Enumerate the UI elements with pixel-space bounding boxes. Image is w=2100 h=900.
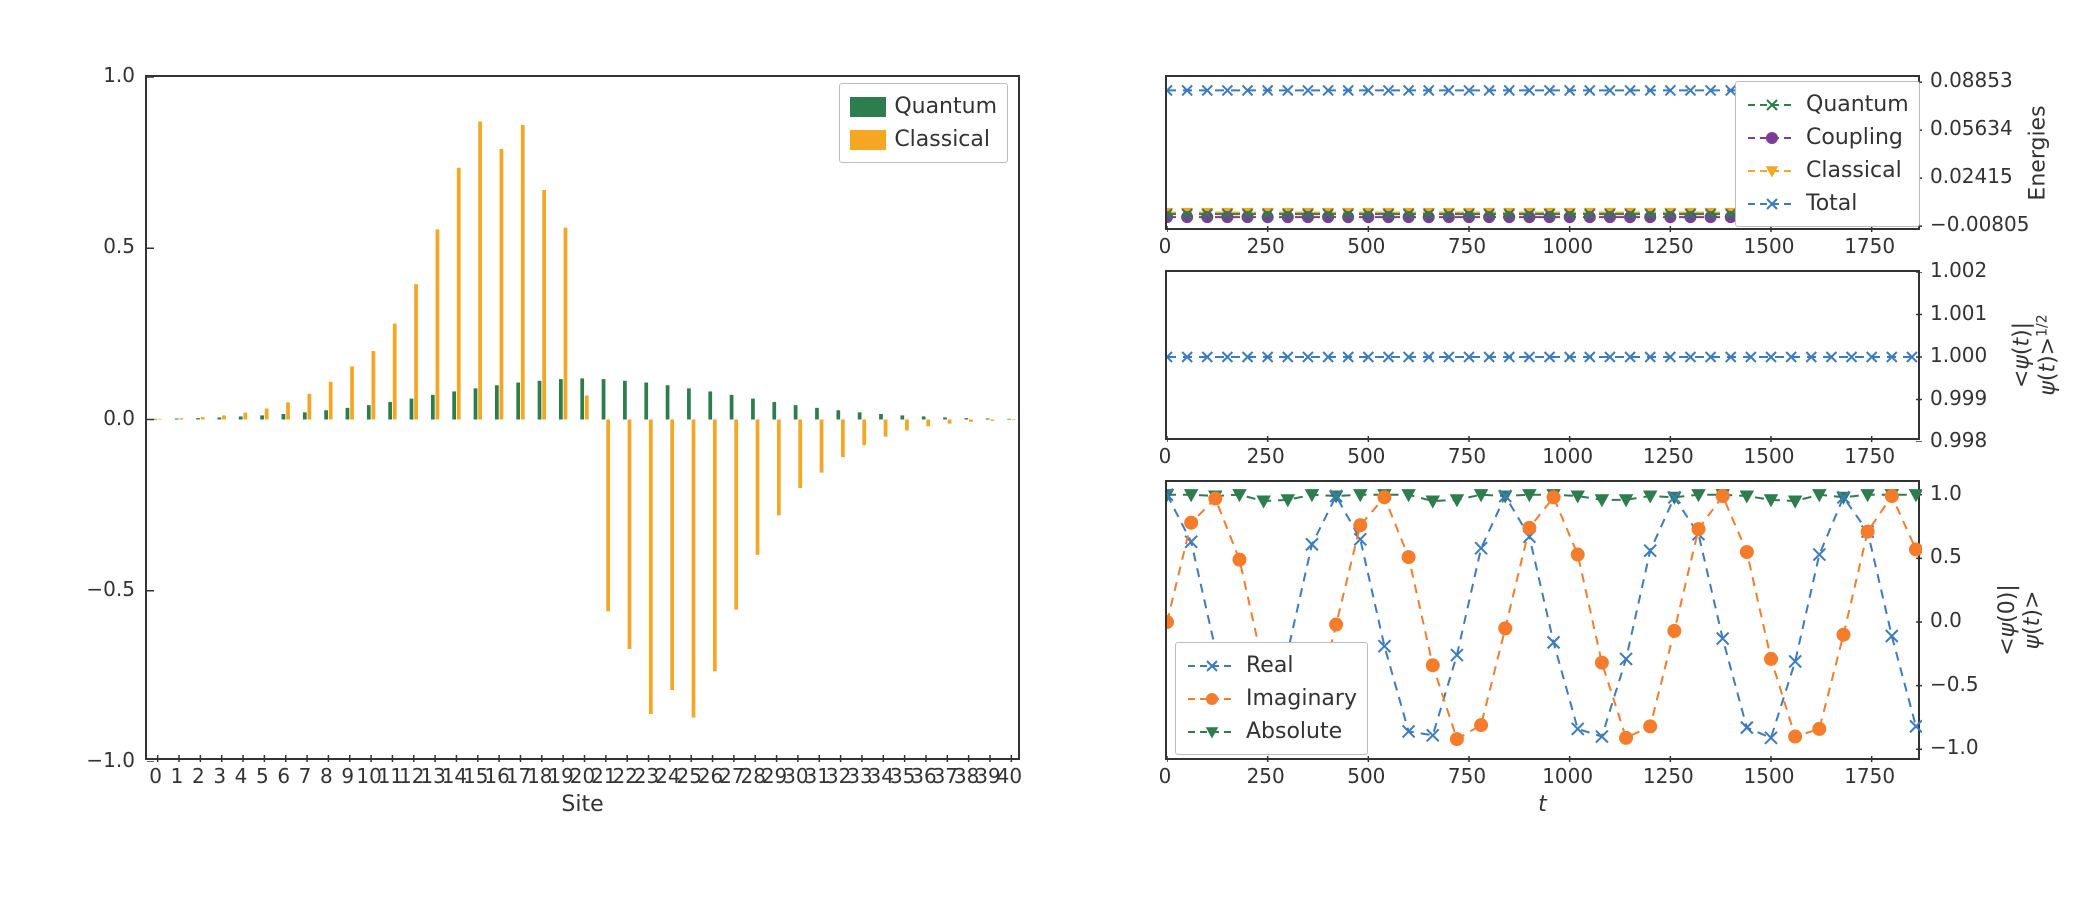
legend-label: Real [1246, 649, 1293, 682]
tick-label: −0.5 [86, 577, 135, 601]
right-xlabel: t [1538, 792, 1547, 817]
legend-label: Classical [1806, 154, 1902, 187]
tick-label: 1.000 [1930, 343, 1987, 367]
tick-label: 250 [1247, 764, 1285, 788]
tick-label: 0 [1159, 764, 1172, 788]
tick-label: 1250 [1643, 444, 1694, 468]
tick-label: 1750 [1844, 444, 1895, 468]
tick-label: 250 [1247, 234, 1285, 258]
tick-label: 500 [1347, 764, 1385, 788]
tick-label: 500 [1347, 444, 1385, 468]
figure-root: Quantum Numbers; Displacements Site Quan… [0, 0, 2100, 900]
tick-label: 8 [320, 764, 333, 788]
legend-entry: Total [1746, 187, 1909, 220]
left-bar-chart-panel [145, 75, 1020, 760]
tick-label: 1.001 [1930, 301, 1987, 325]
left-legend: QuantumClassical [839, 83, 1008, 163]
tick-label: 1000 [1542, 234, 1593, 258]
tick-label: 1250 [1643, 764, 1694, 788]
legend-swatch [850, 97, 886, 117]
tick-label: 0.5 [103, 234, 135, 258]
tick-label: 1750 [1844, 764, 1895, 788]
tick-label: 1.0 [1930, 481, 1962, 505]
tick-label: 1000 [1542, 764, 1593, 788]
tick-label: 750 [1448, 444, 1486, 468]
tick-label: 0 [1159, 234, 1172, 258]
legend-entry: Quantum [1746, 88, 1909, 121]
tick-label: 0.02415 [1930, 164, 2013, 188]
legend-entry: Real [1186, 649, 1357, 682]
tick-label: −1.0 [86, 748, 135, 772]
tick-label: 1.002 [1930, 258, 1987, 282]
tick-label: 1750 [1844, 234, 1895, 258]
tick-label: 0.999 [1930, 386, 1987, 410]
legend-line-icon [1186, 691, 1238, 707]
legend-line-icon [1186, 724, 1238, 740]
tick-label: 2 [192, 764, 205, 788]
tick-label: 0.0 [103, 406, 135, 430]
norm-svg [1167, 272, 1922, 442]
tick-label: −0.00805 [1930, 212, 2029, 236]
tick-label: 0.05634 [1930, 116, 2013, 140]
tick-label: 0.08853 [1930, 68, 2013, 92]
legend-entry: Absolute [1186, 715, 1357, 748]
tick-label: 0 [149, 764, 162, 788]
left-xlabel: Site [561, 792, 603, 817]
legend-label: Absolute [1246, 715, 1342, 748]
tick-label: 750 [1448, 234, 1486, 258]
legend-label: Classical [894, 123, 990, 156]
legend-entry: Imaginary [1186, 682, 1357, 715]
legend-label: Total [1806, 187, 1857, 220]
tick-label: 250 [1247, 444, 1285, 468]
tick-label: 1 [171, 764, 184, 788]
legend-line-icon [1746, 130, 1798, 146]
tick-label: −0.5 [1930, 672, 1979, 696]
tick-label: 1.0 [103, 63, 135, 87]
tick-label: 7 [299, 764, 312, 788]
legend-line-icon [1746, 163, 1798, 179]
tick-label: 0 [1159, 444, 1172, 468]
legend-entry: Classical [1746, 154, 1909, 187]
tick-label: 0.998 [1930, 428, 1987, 452]
energy-ylabel: Energies [2026, 105, 2051, 200]
legend-entry: Coupling [1746, 121, 1909, 154]
tick-label: 500 [1347, 234, 1385, 258]
tick-label: 9 [341, 764, 354, 788]
tick-label: 1000 [1542, 444, 1593, 468]
tick-label: 1500 [1744, 234, 1795, 258]
tick-label: 4 [235, 764, 248, 788]
legend-entry: Classical [850, 123, 997, 156]
legend-line-icon [1186, 658, 1238, 674]
tick-label: 5 [256, 764, 269, 788]
tick-label: 3 [213, 764, 226, 788]
tick-label: 0.5 [1930, 544, 1962, 568]
tick-label: −1.0 [1930, 735, 1979, 759]
legend-entry: Quantum [850, 90, 997, 123]
norm-ylabel: <ψ(t)|ψ(t)>1/2 [2009, 314, 2060, 395]
tick-label: 1250 [1643, 234, 1694, 258]
tick-label: 40 [997, 764, 1022, 788]
tick-label: 0.0 [1930, 608, 1962, 632]
tick-label: 750 [1448, 764, 1486, 788]
energy-legend: QuantumCouplingClassicalTotal [1735, 81, 1920, 227]
overlap-legend: RealImaginaryAbsolute [1175, 642, 1368, 755]
legend-label: Imaginary [1246, 682, 1357, 715]
legend-line-icon [1746, 97, 1798, 113]
legend-line-icon [1746, 196, 1798, 212]
tick-label: 6 [277, 764, 290, 788]
left-bar-chart-svg [147, 77, 1022, 762]
overlap-ylabel: <ψ(0)|ψ(t)> [1995, 580, 2045, 660]
norm-panel [1165, 270, 1920, 440]
legend-label: Quantum [1806, 88, 1909, 121]
tick-label: 1500 [1744, 444, 1795, 468]
legend-swatch [850, 130, 886, 150]
tick-label: 1500 [1744, 764, 1795, 788]
legend-label: Coupling [1806, 121, 1903, 154]
legend-label: Quantum [894, 90, 997, 123]
